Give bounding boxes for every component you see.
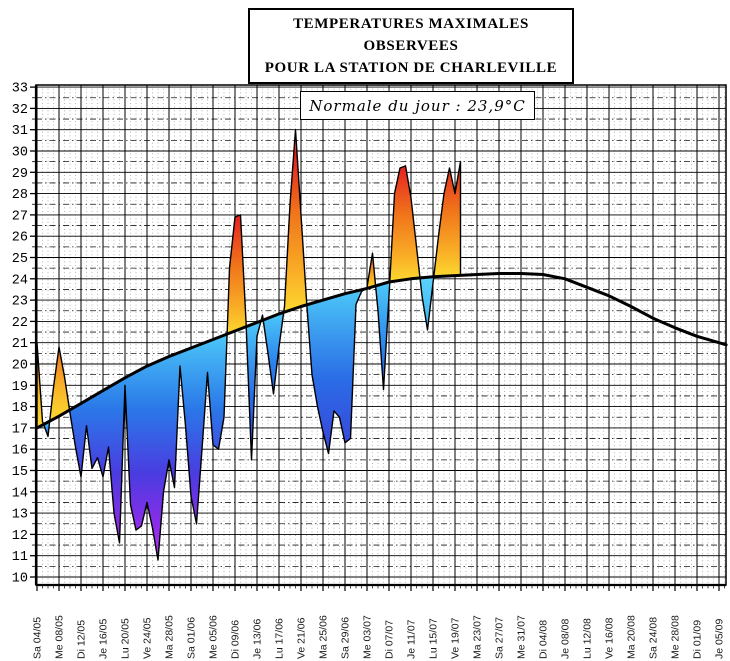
y-tick-label: 32 bbox=[12, 103, 28, 118]
area-segment-warm bbox=[283, 129, 308, 314]
y-tick-label: 30 bbox=[12, 146, 28, 161]
normale-annotation-box: Normale du jour : 23,9°C bbox=[300, 91, 535, 120]
x-tick-label: Di 04/08 bbox=[538, 620, 550, 659]
x-tick-label: Sa 01/06 bbox=[186, 617, 198, 659]
x-tick-label: Ve 19/07 bbox=[450, 617, 462, 659]
x-tick-label: Lu 15/07 bbox=[428, 618, 440, 659]
x-tick-label: Di 07/07 bbox=[384, 620, 396, 659]
y-tick-label: 25 bbox=[12, 252, 28, 267]
axis-labels: 10 11 12 13 14 15 16 17 18 19 20 21 22 23 24 25 26 27 28 29… bbox=[12, 82, 726, 659]
x-tick-label: Ma 23/07 bbox=[472, 615, 484, 659]
axes bbox=[30, 84, 727, 591]
y-tick-label: 23 bbox=[12, 295, 28, 310]
x-tick-label: Lu 17/06 bbox=[274, 618, 286, 659]
x-tick-label: Ve 16/08 bbox=[604, 617, 616, 659]
x-tick-label: Sa 29/06 bbox=[340, 617, 352, 659]
x-tick-label: Sa 27/07 bbox=[494, 617, 506, 659]
chart-title-line2: POUR LA STATION DE CHARLEVILLE bbox=[264, 59, 558, 76]
area-segment-warm bbox=[49, 346, 71, 422]
y-tick-label: 19 bbox=[12, 380, 28, 395]
chart-title-box: TEMPERATURES MAXIMALES OBSERVEES POUR LA… bbox=[248, 8, 574, 85]
y-tick-label: 26 bbox=[12, 231, 28, 246]
x-tick-label: Sa 24/08 bbox=[648, 617, 660, 659]
x-tick-label: Je 05/09 bbox=[714, 619, 726, 659]
x-tick-label: Lu 12/08 bbox=[582, 618, 594, 659]
y-tick-label: 27 bbox=[12, 209, 28, 224]
x-tick-label: Lu 20/05 bbox=[120, 618, 132, 659]
area-segment-cool bbox=[306, 288, 366, 455]
area-segment-cool bbox=[419, 275, 435, 331]
area-segment-warm bbox=[433, 160, 462, 278]
y-tick-label: 31 bbox=[12, 124, 28, 139]
x-tick-label: Je 16/05 bbox=[98, 619, 110, 659]
y-tick-label: 22 bbox=[12, 316, 28, 331]
x-tick-label: Di 01/09 bbox=[692, 620, 704, 659]
y-tick-label: 28 bbox=[12, 188, 28, 203]
y-tick-label: 10 bbox=[12, 572, 28, 587]
x-tick-label: Me 31/07 bbox=[516, 615, 528, 659]
y-tick-label: 18 bbox=[12, 401, 28, 416]
x-tick-label: Di 09/06 bbox=[230, 620, 242, 659]
x-tick-label: Ma 20/08 bbox=[626, 615, 638, 659]
area-segment-warm bbox=[226, 214, 247, 335]
x-tick-label: Je 13/06 bbox=[252, 619, 264, 659]
x-tick-label: Me 03/07 bbox=[362, 615, 374, 659]
x-tick-label: Me 05/06 bbox=[208, 615, 220, 659]
y-tick-label: 14 bbox=[12, 486, 28, 501]
y-tick-label: 24 bbox=[12, 273, 28, 288]
y-tick-label: 20 bbox=[12, 359, 28, 374]
temperature-area-segments bbox=[36, 129, 462, 561]
y-tick-label: 17 bbox=[12, 422, 28, 437]
x-tick-label: Je 11/07 bbox=[406, 619, 418, 659]
y-tick-label: 15 bbox=[12, 465, 28, 480]
x-tick-label: Ma 25/06 bbox=[318, 615, 330, 659]
x-tick-label: Je 08/08 bbox=[560, 619, 572, 659]
chart-title-line1: TEMPERATURES MAXIMALES OBSERVEES bbox=[293, 16, 529, 54]
y-tick-label: 29 bbox=[12, 167, 28, 182]
x-tick-label: Di 12/05 bbox=[76, 620, 88, 659]
x-tick-label: Me 28/08 bbox=[670, 615, 682, 659]
x-tick-label: Ma 28/05 bbox=[164, 615, 176, 659]
y-tick-label: 13 bbox=[12, 508, 28, 523]
area-segment-cool bbox=[68, 333, 228, 561]
y-tick-label: 12 bbox=[12, 529, 28, 544]
grid bbox=[36, 85, 726, 585]
x-tick-label: Ve 24/05 bbox=[142, 617, 154, 659]
area-segment-cool bbox=[245, 320, 262, 461]
normale-annotation-label: Normale du jour : 23,9°C bbox=[309, 96, 526, 115]
normale-curve bbox=[35, 272, 728, 430]
y-tick-label: 21 bbox=[12, 337, 28, 352]
x-tick-label: Sa 04/05 bbox=[32, 617, 44, 659]
y-tick-label: 16 bbox=[12, 444, 28, 459]
x-tick-label: Me 08/05 bbox=[54, 615, 66, 659]
y-tick-label: 33 bbox=[12, 82, 28, 97]
x-tick-label: Ve 21/06 bbox=[296, 617, 308, 659]
y-tick-label: 11 bbox=[12, 550, 28, 565]
